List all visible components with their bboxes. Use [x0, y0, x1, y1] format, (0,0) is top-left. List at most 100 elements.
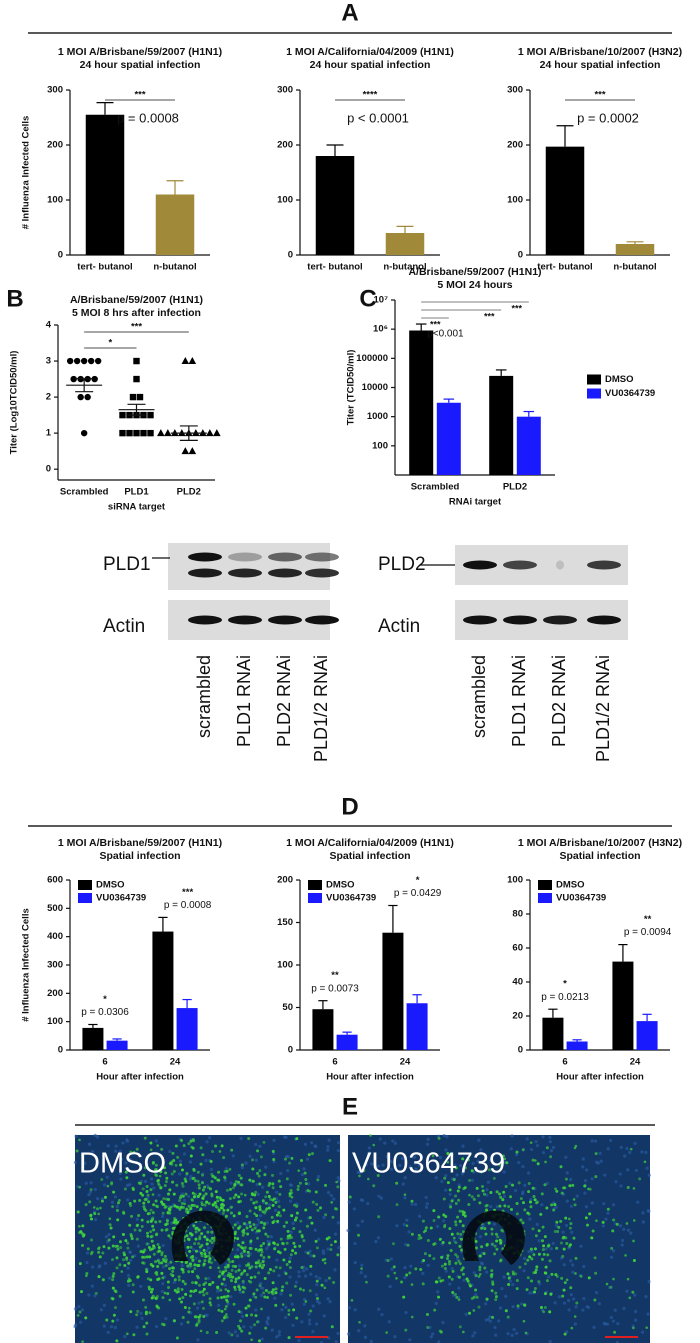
infected-cell-dot — [157, 1277, 161, 1281]
infected-cell-dot — [76, 1210, 80, 1214]
infected-cell-dot — [97, 1250, 101, 1254]
nucleus-dot — [403, 1266, 407, 1270]
infected-cell-dot — [189, 1206, 193, 1210]
infected-cell-dot — [192, 1138, 195, 1141]
infected-cell-dot — [358, 1320, 361, 1324]
infected-cell-dot — [89, 1214, 93, 1218]
bar — [406, 1003, 428, 1050]
data-point — [133, 357, 140, 365]
infected-cell-dot — [400, 1280, 404, 1284]
infected-cell-dot — [266, 1234, 270, 1238]
infected-cell-dot — [442, 1197, 446, 1201]
nucleus-dot — [99, 1308, 103, 1312]
infected-cell-dot — [204, 1255, 208, 1259]
nucleus-dot — [435, 1162, 440, 1166]
bar — [436, 402, 461, 475]
infected-cell-dot — [186, 1320, 190, 1324]
chart-subtitle: 24 hour spatial infection — [80, 59, 201, 71]
infected-cell-dot — [478, 1272, 482, 1276]
infected-cell-dot — [553, 1203, 557, 1207]
infected-cell-dot — [565, 1278, 569, 1282]
nucleus-dot — [522, 1256, 527, 1260]
infected-cell-dot — [81, 1224, 85, 1228]
infected-cell-dot — [215, 1331, 219, 1335]
infected-cell-dot — [228, 1197, 232, 1201]
infected-cell-dot — [459, 1232, 463, 1236]
infected-cell-dot — [195, 1226, 199, 1230]
nucleus-dot — [389, 1257, 393, 1261]
nucleus-dot — [417, 1163, 421, 1168]
infected-cell-dot — [156, 1144, 159, 1147]
infected-cell-dot — [210, 1241, 214, 1244]
infected-cell-dot — [239, 1199, 243, 1203]
infected-cell-dot — [208, 1282, 212, 1286]
infected-cell-dot — [255, 1214, 259, 1218]
blot-band — [556, 560, 564, 570]
infected-cell-dot — [348, 1195, 352, 1199]
nucleus-dot — [485, 1193, 489, 1197]
infected-cell-dot — [562, 1288, 566, 1292]
nucleus-dot — [462, 1278, 466, 1282]
infected-cell-dot — [84, 1203, 88, 1207]
infected-cell-dot — [285, 1241, 289, 1245]
plaque-void — [462, 1210, 525, 1265]
nucleus-dot — [398, 1163, 402, 1167]
nucleus-dot — [334, 1340, 338, 1343]
infected-cell-dot — [494, 1298, 498, 1302]
infected-cell-dot — [174, 1218, 178, 1222]
infected-cell-dot — [298, 1181, 302, 1185]
bar — [516, 416, 541, 475]
infected-cell-dot — [172, 1319, 176, 1323]
infected-cell-dot — [267, 1206, 271, 1210]
infected-cell-dot — [569, 1286, 573, 1290]
infected-cell-dot — [260, 1266, 264, 1270]
infected-cell-dot — [233, 1288, 237, 1292]
infected-cell-dot — [572, 1198, 576, 1201]
infected-cell-dot — [519, 1218, 523, 1222]
nucleus-dot — [448, 1282, 452, 1286]
infected-cell-dot — [632, 1239, 635, 1243]
infected-cell-dot — [130, 1214, 134, 1218]
infected-cell-dot — [629, 1147, 633, 1151]
nucleus-dot — [401, 1182, 405, 1186]
data-point — [91, 375, 98, 383]
infected-cell-dot — [267, 1195, 271, 1199]
chart-subtitle: 5 MOI 24 hours — [437, 279, 512, 291]
infected-cell-dot — [143, 1248, 147, 1252]
infected-cell-dot — [298, 1230, 302, 1234]
infected-cell-dot — [238, 1211, 242, 1215]
infected-cell-dot — [198, 1235, 202, 1239]
infected-cell-dot — [223, 1175, 227, 1179]
infected-cell-dot — [181, 1268, 185, 1272]
infected-cell-dot — [491, 1315, 495, 1319]
lane-label: scrambled — [469, 655, 489, 738]
infected-cell-dot — [197, 1242, 201, 1246]
nucleus-dot — [265, 1221, 269, 1225]
infected-cell-dot — [403, 1193, 407, 1196]
infected-cell-dot — [262, 1226, 266, 1230]
infected-cell-dot — [187, 1208, 191, 1212]
infected-cell-dot — [466, 1279, 470, 1283]
infected-cell-dot — [328, 1159, 332, 1163]
nucleus-dot — [403, 1176, 407, 1180]
infected-cell-dot — [158, 1261, 162, 1265]
infected-cell-dot — [137, 1214, 141, 1218]
infected-cell-dot — [226, 1273, 230, 1277]
nucleus-dot — [646, 1312, 650, 1316]
nucleus-dot — [103, 1261, 107, 1265]
infected-cell-dot — [259, 1262, 263, 1266]
nucleus-dot — [403, 1275, 407, 1280]
infected-cell-dot — [546, 1253, 550, 1257]
infected-cell-dot — [446, 1160, 450, 1164]
infected-cell-dot — [645, 1326, 649, 1329]
nucleus-dot — [554, 1205, 558, 1209]
infected-cell-dot — [474, 1273, 478, 1277]
infected-cell-dot — [211, 1174, 215, 1178]
infected-cell-dot — [440, 1264, 444, 1268]
nucleus-dot — [426, 1263, 430, 1268]
infected-cell-dot — [555, 1246, 559, 1250]
nucleus-dot — [297, 1274, 301, 1278]
infected-cell-dot — [489, 1190, 493, 1194]
infected-cell-dot — [215, 1195, 219, 1199]
data-point — [87, 357, 95, 365]
